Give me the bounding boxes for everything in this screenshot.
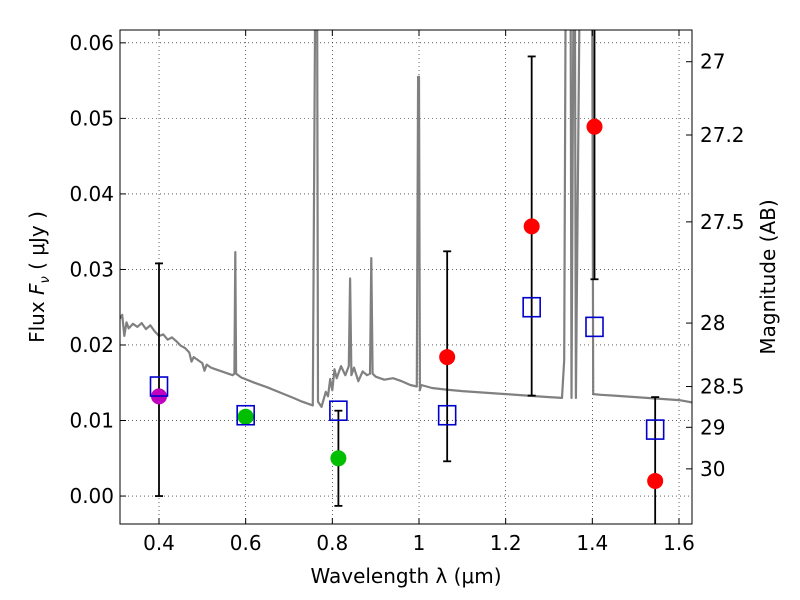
magnitude-tick-label: 29 xyxy=(700,415,725,439)
y-axis-label: Flux Fν ( μJy ) xyxy=(25,211,53,343)
x-tick-label: 0.4 xyxy=(143,531,175,555)
x-tick-label: 1.6 xyxy=(663,531,695,555)
x-tick-label: 1.2 xyxy=(490,531,522,555)
magnitude-tick-label: 30 xyxy=(700,457,725,481)
model-photometry-point xyxy=(149,376,169,397)
y-tick-label: 0.04 xyxy=(69,182,114,206)
y-tick-label: 0.02 xyxy=(69,333,114,357)
observed-point xyxy=(523,218,540,235)
observed-point xyxy=(330,450,347,467)
grid xyxy=(120,30,692,524)
x-tick-label: 0.6 xyxy=(230,531,262,555)
y-tick-label: 0.06 xyxy=(69,31,114,55)
y-tick-label: 0.01 xyxy=(69,409,114,433)
model-photometry-point xyxy=(329,400,348,421)
model-photometry-point xyxy=(645,419,665,440)
axes: 0.4 0.6 0.8 1 1.2 1.4 1.6 0.00 0.01 0.02 0.03 0.04 0… xyxy=(69,30,745,555)
y-tick-label: 0.00 xyxy=(69,484,114,508)
magnitude-tick-label: 27 xyxy=(700,50,725,74)
sed-model-line xyxy=(120,30,692,408)
y-tick-label: 0.05 xyxy=(69,106,114,130)
x-tick-label: 0.8 xyxy=(316,531,348,555)
model-photometry-point xyxy=(437,404,457,426)
magnitude-tick-label: 27.5 xyxy=(700,210,745,234)
magnitude-tick-label: 28.5 xyxy=(700,375,745,399)
x-axis-label: Wavelength λ (μm) xyxy=(310,564,501,588)
x-tick-label: 1.4 xyxy=(576,531,608,555)
x-tick-label: 1 xyxy=(413,531,426,555)
magnitude-tick-label: 27.2 xyxy=(700,123,745,147)
observed-point xyxy=(586,118,603,135)
y-tick-label: 0.03 xyxy=(69,257,114,281)
model-photometry-point xyxy=(236,404,255,426)
magnitude-tick-label: 28 xyxy=(700,311,725,335)
plot-area xyxy=(120,30,692,524)
plot-frame xyxy=(119,29,693,525)
observed-point xyxy=(237,408,254,425)
observed-point xyxy=(439,349,456,366)
model-photometry-point xyxy=(585,316,604,338)
y2-axis-label: Magnitude (AB) xyxy=(756,199,780,354)
model-photometry-point xyxy=(522,296,541,318)
observed-point xyxy=(647,472,664,489)
